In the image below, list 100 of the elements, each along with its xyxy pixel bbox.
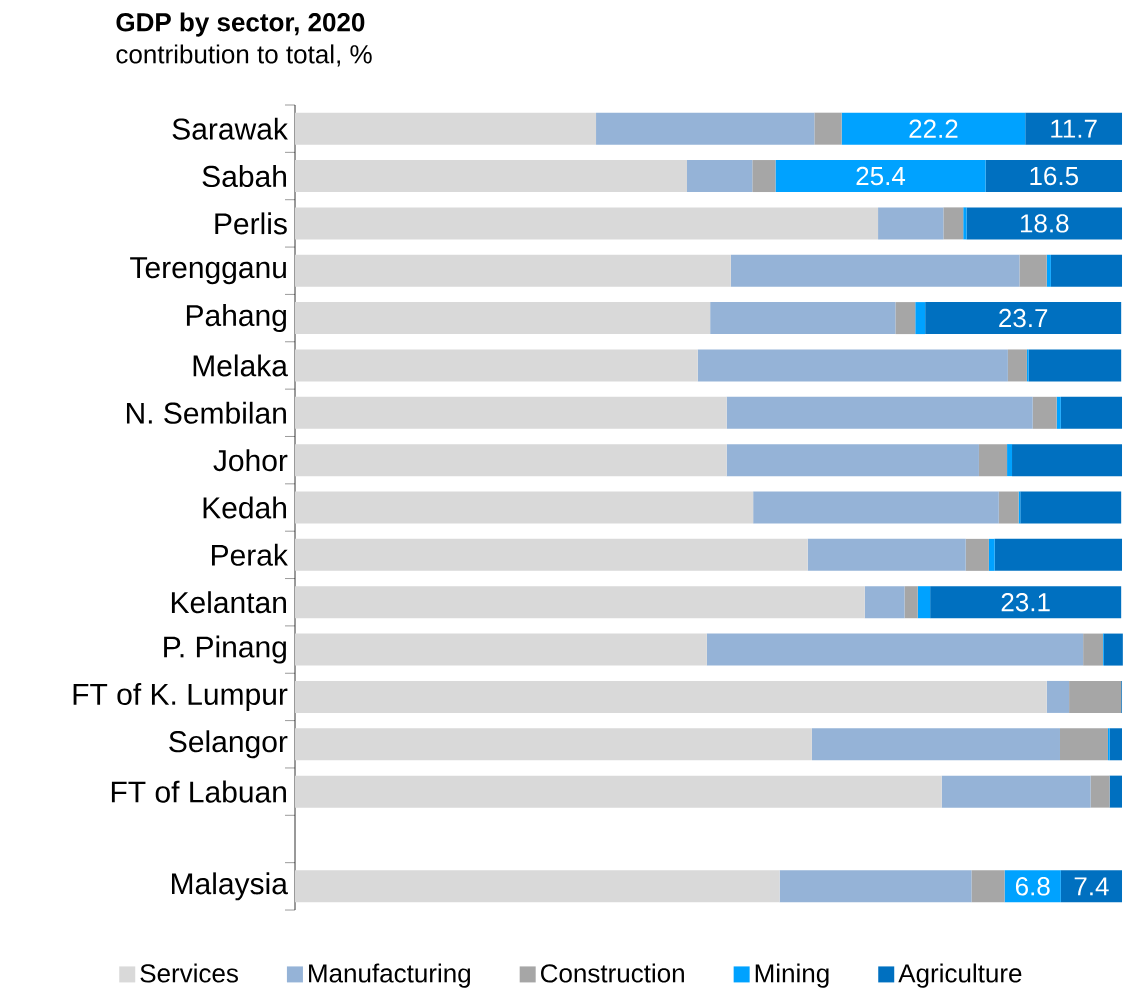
bar [1069, 680, 1122, 713]
bar [841, 112, 1026, 145]
y-tick-label: Melaka [193, 354, 288, 377]
y-tick-label: Selangor [169, 730, 288, 759]
y-tick-label: Pahang [186, 303, 286, 332]
bar [930, 586, 1122, 619]
data-label: 22.2 [909, 119, 958, 138]
y-tick-label: P. Pinang [164, 635, 286, 664]
bar [864, 586, 905, 619]
bar [994, 538, 1123, 571]
bar [966, 207, 1123, 240]
bar [295, 728, 812, 761]
bar [1059, 728, 1108, 761]
bar [295, 254, 731, 287]
bar [726, 444, 979, 476]
legend-label: Services [140, 963, 238, 983]
bar [878, 207, 944, 240]
bar [1032, 396, 1057, 429]
bar [730, 254, 1020, 287]
bar [978, 444, 1008, 476]
data-label: 18.8 [1020, 214, 1069, 233]
bar [1090, 775, 1110, 808]
bar [998, 491, 1019, 524]
data-label: 11.7 [1051, 119, 1097, 138]
bar [295, 586, 865, 619]
bar [807, 538, 966, 571]
y-tick-label: N. Sembilan [126, 401, 286, 424]
bar [295, 775, 942, 808]
bar [726, 396, 1033, 429]
bar [295, 159, 688, 192]
bar [295, 680, 1047, 713]
bar [1020, 491, 1122, 524]
bar [295, 538, 808, 571]
legend-label: Agriculture [898, 963, 1022, 988]
y-tick-label: Johor [213, 448, 288, 472]
y-tick-label: Perak [212, 543, 288, 566]
bar [963, 207, 967, 240]
y-tick-label: Terengganu [130, 257, 286, 284]
bar [1109, 728, 1123, 761]
bar [904, 586, 918, 619]
bar [753, 491, 999, 524]
bar [1103, 633, 1123, 666]
y-tick-label: Sarawak [172, 117, 288, 140]
bar [1019, 254, 1047, 287]
bar [295, 870, 780, 903]
legend-label: Mining [755, 963, 829, 988]
bar [1056, 396, 1061, 429]
bar [988, 538, 995, 571]
y-tick-label: Malaysia [172, 872, 288, 901]
bar [295, 491, 754, 524]
bar [687, 159, 753, 192]
bar [895, 301, 916, 334]
bar [596, 112, 815, 145]
bar [295, 349, 698, 382]
bar [697, 349, 1008, 382]
chart-title: GDP by sector, 2020 [116, 12, 365, 37]
bar [1046, 254, 1051, 287]
bar [295, 207, 879, 240]
bar [1083, 633, 1103, 666]
bar [775, 159, 986, 192]
bar [915, 301, 926, 334]
chart-subtitle: contribution to total, % [116, 44, 372, 67]
bar [1012, 444, 1123, 476]
bar [971, 870, 1005, 903]
bar [295, 396, 727, 429]
bar [1007, 444, 1013, 476]
y-tick-label: Kelantan [171, 591, 286, 614]
y-tick-label: Kedah [203, 496, 286, 519]
bar [985, 159, 1123, 192]
bar [1046, 680, 1070, 713]
bar [1025, 112, 1123, 145]
data-label: 7.4 [1074, 877, 1109, 896]
bar [779, 870, 972, 903]
bar [295, 301, 711, 334]
data-label: 6.8 [1015, 876, 1050, 896]
bar [814, 112, 842, 145]
y-tick-label: Sabah [202, 164, 286, 187]
bar [295, 444, 727, 476]
bar [925, 301, 1122, 334]
bar [1050, 254, 1123, 287]
data-label: 23.1 [1001, 592, 1050, 612]
bar [943, 207, 964, 240]
legend-label: Manufacturing [309, 963, 470, 988]
data-label: 23.7 [999, 308, 1048, 328]
bar [1060, 396, 1123, 429]
bar [941, 775, 1091, 808]
bar [710, 301, 896, 334]
bar [1109, 775, 1123, 808]
bar [1060, 870, 1123, 903]
legend-label: Construction [541, 963, 684, 983]
bar [917, 586, 931, 619]
bar [1007, 349, 1027, 382]
bar [295, 633, 707, 666]
data-label: 16.5 [1030, 166, 1078, 186]
y-tick-label: FT of Labuan [111, 780, 286, 803]
bar [1028, 349, 1122, 382]
bar [811, 728, 1060, 761]
bar [706, 633, 1084, 666]
bar [752, 159, 776, 192]
y-tick-label: FT of K. Lumpur [73, 682, 288, 711]
